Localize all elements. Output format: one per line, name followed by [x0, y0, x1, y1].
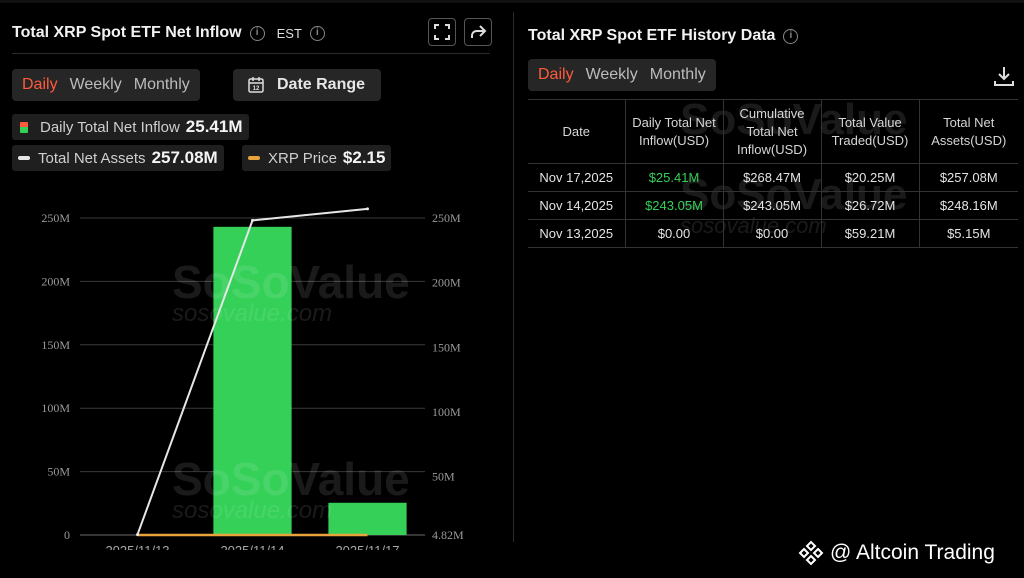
y-left-tick-label: 0 [64, 528, 70, 542]
fullscreen-icon[interactable] [428, 18, 456, 46]
net-inflow-chart: 0 50M 100M 150M 200M 250M 4.82M 50M 100M 150M 200M… [41, 207, 464, 550]
tab-monthly[interactable]: Monthly [133, 76, 190, 93]
info-icon[interactable]: i [783, 28, 799, 44]
history-title-row: Total XRP Spot ETF History Data i [528, 27, 799, 45]
net-inflow-panel: Total XRP Spot ETF Net Inflow i EST i Da… [0, 0, 500, 578]
legend-assets[interactable]: Total Net Assets 257.08M [12, 145, 224, 171]
footer-credit: @ Altcoin Trading [798, 540, 995, 566]
inflow-cell: $0.00 [624, 219, 723, 248]
assets-point [251, 218, 254, 222]
y-right-tick-label: 150M [432, 340, 461, 354]
column-header[interactable]: Total Net Assets(USD) [918, 99, 1018, 164]
period-tabs: Daily Weekly Monthly [12, 69, 200, 101]
info-icon[interactable]: i [309, 25, 325, 41]
tab-monthly[interactable]: Monthly [649, 66, 706, 83]
svg-text:12: 12 [253, 86, 260, 92]
date-range-button[interactable]: 12 Date Range [233, 69, 381, 101]
assets-point [136, 533, 139, 537]
history-title: Total XRP Spot ETF History Data [528, 27, 776, 44]
history-table: Date Daily Total Net Inflow(USD) Cumulat… [528, 99, 1018, 248]
y-left-tick-label: 100M [41, 401, 70, 415]
tab-daily[interactable]: Daily [22, 76, 58, 93]
cumulative-cell: $243.05M [722, 191, 821, 220]
cumulative-cell: $268.47M [722, 163, 821, 192]
panel-divider [513, 12, 514, 542]
legend-assets-value: 257.08M [151, 148, 218, 167]
legend-inflow[interactable]: Daily Total Net Inflow 25.41M [12, 114, 249, 140]
traded-cell: $20.25M [820, 163, 919, 192]
x-tick-label: 2025/11/13 [105, 543, 169, 550]
date-cell: Nov 14,2025 [528, 191, 625, 220]
tab-weekly[interactable]: Weekly [585, 66, 638, 83]
assets-cell: $257.08M [918, 163, 1018, 192]
legend-inflow-value: 25.41M [185, 117, 243, 136]
table-header-row: Date Daily Total Net Inflow(USD) Cumulat… [528, 99, 1018, 164]
cumulative-cell: $0.00 [722, 219, 821, 248]
inflow-bar [213, 226, 292, 535]
assets-cell: $248.16M [918, 191, 1018, 220]
y-right-tick-label: 200M [432, 276, 461, 290]
inflow-bar [328, 502, 407, 535]
column-header[interactable]: Daily Total Net Inflow(USD) [624, 99, 723, 164]
x-tick-label: 2025/11/17 [335, 543, 399, 550]
date-range-label: Date Range [277, 76, 366, 93]
y-left-tick-label: 200M [41, 274, 70, 288]
price-swatch [248, 156, 260, 160]
legend-inflow-label: Daily Total Net Inflow [40, 118, 180, 136]
assets-cell: $5.15M [918, 219, 1018, 248]
inflow-cell: $25.41M [624, 163, 723, 192]
net-inflow-title-row: Total XRP Spot ETF Net Inflow i EST i [12, 24, 325, 42]
footer-text: @ Altcoin Trading [830, 541, 995, 564]
net-inflow-title: Total XRP Spot ETF Net Inflow [12, 24, 242, 41]
legend-price[interactable]: XRP Price $2.15 [242, 145, 392, 171]
y-right-tick-label: 100M [432, 405, 461, 419]
inflow-swatch [20, 121, 28, 133]
share-icon[interactable] [464, 18, 492, 46]
column-header[interactable]: Cumulative Total Net Inflow(USD) [722, 99, 821, 164]
legend-price-label: XRP Price [268, 149, 337, 167]
y-right-tick-label: 4.82M [432, 528, 464, 542]
assets-point [366, 207, 369, 211]
y-right-tick-label: 250M [432, 211, 461, 225]
table-row: Nov 13,2025 $0.00 $0.00 $59.21M $5.15M [528, 219, 1018, 248]
y-left-tick-label: 150M [41, 338, 70, 352]
binance-logo-icon [798, 540, 824, 566]
date-cell: Nov 17,2025 [528, 163, 625, 192]
traded-cell: $26.72M [820, 191, 919, 220]
date-cell: Nov 13,2025 [528, 219, 625, 248]
column-header[interactable]: Total Value Traded(USD) [820, 99, 919, 164]
column-header[interactable]: Date [528, 99, 625, 164]
x-tick-label: 2025/11/14 [220, 543, 284, 550]
y-right-tick-label: 50M [432, 470, 455, 484]
info-icon[interactable]: i [249, 25, 265, 41]
legend-price-value: $2.15 [342, 148, 386, 167]
inflow-cell: $243.05M [624, 191, 723, 220]
calendar-icon: 12 [248, 77, 264, 93]
table-row: Nov 14,2025 $243.05M $243.05M $26.72M $2… [528, 191, 1018, 220]
download-icon[interactable] [992, 64, 1016, 88]
timezone-label: EST [276, 25, 302, 41]
title-divider [12, 53, 490, 54]
top-border [0, 0, 1024, 3]
y-left-tick-label: 250M [41, 211, 70, 225]
tab-daily[interactable]: Daily [538, 66, 574, 83]
y-left-tick-label: 50M [47, 465, 70, 479]
tab-weekly[interactable]: Weekly [69, 76, 122, 93]
table-row: Nov 17,2025 $25.41M $268.47M $20.25M $25… [528, 163, 1018, 192]
legend-assets-label: Total Net Assets [38, 149, 146, 167]
history-period-tabs: Daily Weekly Monthly [528, 59, 716, 91]
traded-cell: $59.21M [820, 219, 919, 248]
assets-swatch [18, 156, 30, 160]
